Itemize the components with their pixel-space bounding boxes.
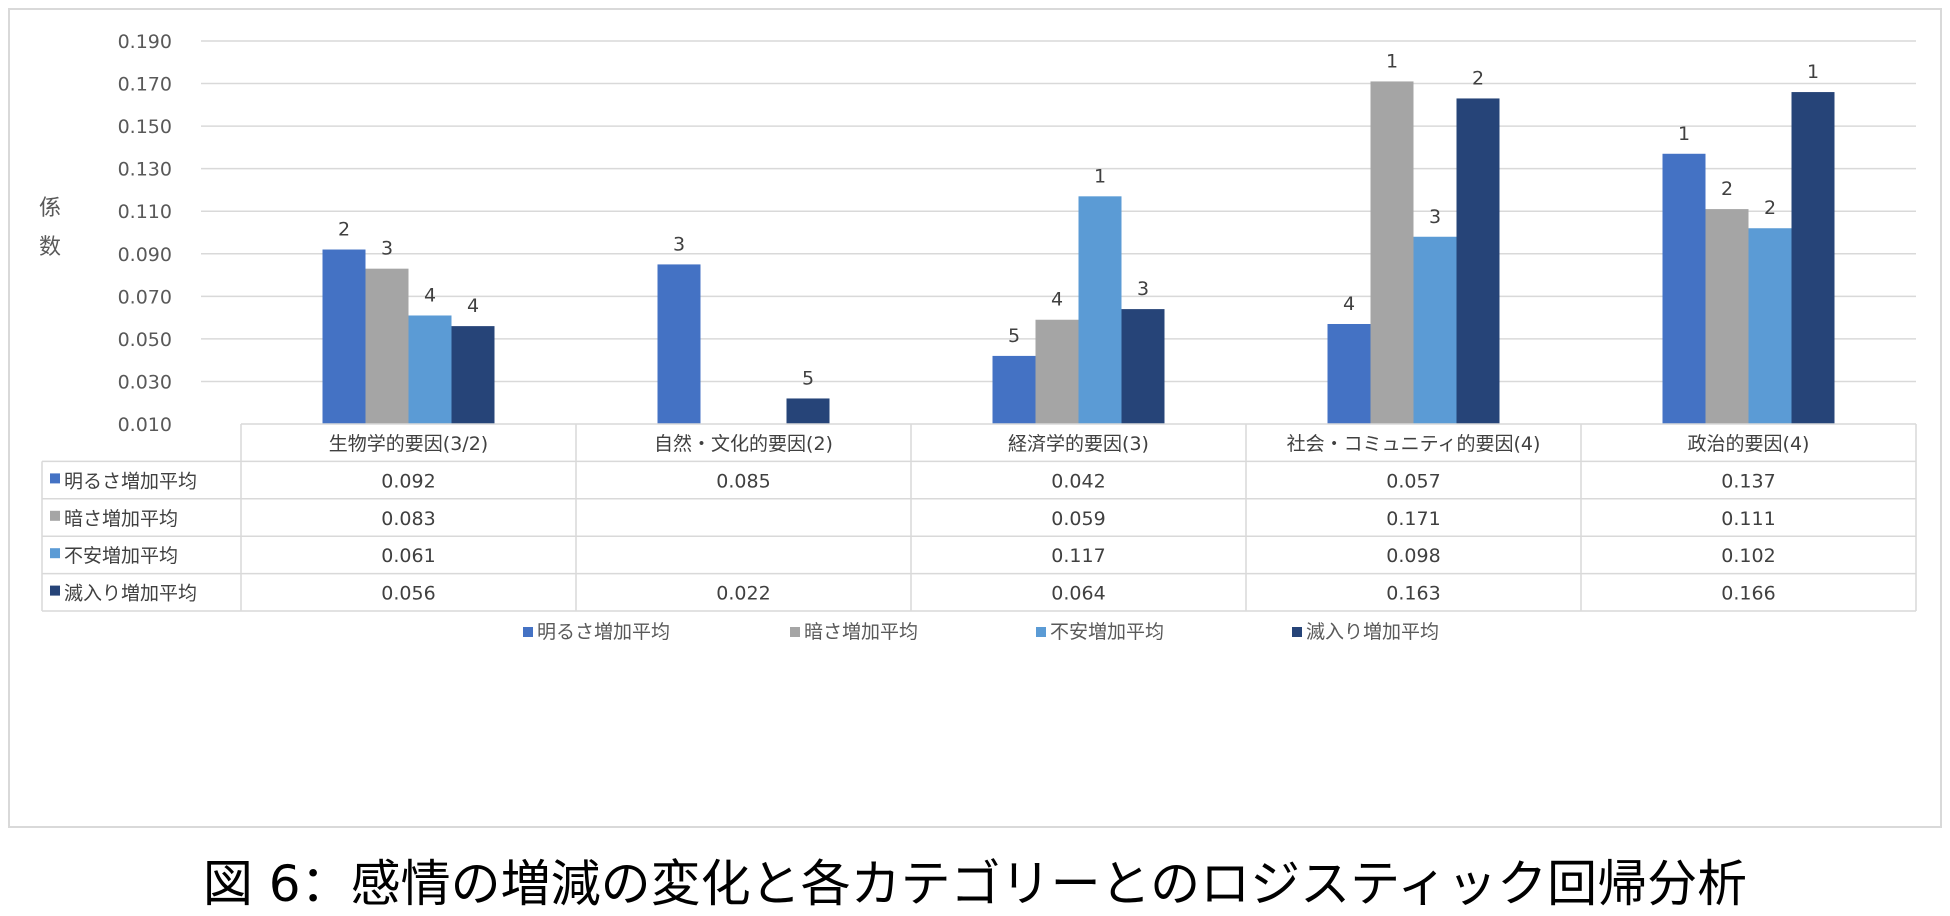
y-tick-label: 0.110 bbox=[118, 201, 172, 223]
legend-label: 滅入り増加平均 bbox=[1306, 621, 1439, 643]
row-series-label: 明るさ増加平均 bbox=[64, 470, 197, 492]
bar bbox=[1370, 81, 1414, 424]
bar bbox=[1413, 236, 1457, 424]
y-tick-label: 0.130 bbox=[118, 159, 172, 181]
bar-rank-label: 1 bbox=[1386, 50, 1398, 72]
table-cell-value: 0.137 bbox=[1721, 470, 1775, 492]
bar-rank-label: 4 bbox=[1051, 289, 1063, 311]
bar bbox=[1456, 98, 1500, 424]
bar-rank-label: 5 bbox=[1008, 325, 1020, 347]
row-legend-swatch bbox=[50, 510, 60, 521]
bar-rank-label: 1 bbox=[1094, 165, 1106, 187]
legend-label: 暗さ増加平均 bbox=[804, 621, 918, 643]
bar-rank-label: 2 bbox=[1721, 178, 1733, 200]
y-axis-label: 係 bbox=[39, 196, 61, 221]
bar bbox=[992, 355, 1036, 424]
bar bbox=[1327, 323, 1371, 424]
category-label: 自然・文化的要因(2) bbox=[654, 433, 833, 455]
bar-rank-label: 4 bbox=[424, 284, 436, 306]
y-tick-label: 0.030 bbox=[118, 371, 172, 393]
bar-rank-label: 3 bbox=[1137, 278, 1149, 300]
bar bbox=[1078, 196, 1122, 424]
bar-rank-label: 1 bbox=[1678, 123, 1690, 145]
y-tick-label: 0.070 bbox=[118, 286, 172, 308]
bar-rank-label: 3 bbox=[1429, 206, 1441, 228]
row-legend-swatch bbox=[50, 548, 60, 559]
table-cell-value: 0.098 bbox=[1386, 545, 1440, 567]
table-cell-value: 0.117 bbox=[1051, 545, 1105, 567]
row-series-label: 不安増加平均 bbox=[64, 545, 178, 567]
bar bbox=[1791, 92, 1835, 425]
bar bbox=[1035, 319, 1079, 424]
legend-label: 明るさ増加平均 bbox=[537, 621, 670, 643]
y-axis-label: 数 bbox=[39, 235, 61, 260]
legend-swatch bbox=[790, 627, 800, 637]
bar bbox=[322, 249, 366, 424]
table-cell-value: 0.064 bbox=[1051, 583, 1105, 605]
table-cell-value: 0.171 bbox=[1386, 508, 1440, 530]
category-label: 政治的要因(4) bbox=[1688, 433, 1810, 455]
row-legend-swatch bbox=[50, 473, 60, 484]
category-label: 社会・コミュニティ的要因(4) bbox=[1287, 433, 1541, 455]
bar-rank-label: 2 bbox=[1764, 197, 1776, 219]
legend-swatch bbox=[1292, 627, 1302, 637]
table-cell-value: 0.059 bbox=[1051, 508, 1105, 530]
y-tick-label: 0.010 bbox=[118, 414, 172, 436]
bar bbox=[451, 326, 495, 424]
table-cell-value: 0.163 bbox=[1386, 583, 1440, 605]
bar-rank-label: 2 bbox=[338, 219, 350, 241]
bar bbox=[408, 315, 452, 424]
bar bbox=[1748, 228, 1792, 424]
legend-swatch bbox=[523, 627, 533, 637]
y-tick-label: 0.050 bbox=[118, 329, 172, 351]
bar-rank-label: 5 bbox=[802, 367, 814, 389]
bar-rank-label: 1 bbox=[1807, 61, 1819, 83]
legend-swatch bbox=[1036, 627, 1046, 637]
bar bbox=[1121, 309, 1165, 424]
bar-rank-label: 4 bbox=[1343, 293, 1355, 315]
table-cell-value: 0.102 bbox=[1721, 545, 1775, 567]
bar bbox=[657, 264, 701, 424]
chart-svg: 0.010 0.030 0.050 0.070 0.090 0.110 0.130 0.150… bbox=[39, 31, 1917, 643]
bar-rank-label: 2 bbox=[1472, 67, 1484, 89]
table-cell-value: 0.111 bbox=[1721, 508, 1775, 530]
bar-rank-label: 3 bbox=[673, 233, 685, 255]
bar bbox=[786, 398, 830, 424]
figure-caption: 図 6：感情の増減の変化と各カテゴリーとのロジスティック回帰分析 bbox=[202, 855, 1748, 913]
table-cell-value: 0.083 bbox=[381, 508, 435, 530]
y-tick-label: 0.150 bbox=[118, 116, 172, 138]
bar-rank-label: 4 bbox=[467, 295, 479, 317]
y-tick-label: 0.170 bbox=[118, 74, 172, 96]
table-cell-value: 0.042 bbox=[1051, 470, 1105, 492]
bar-rank-label: 3 bbox=[381, 238, 393, 260]
table-cell-value: 0.057 bbox=[1386, 470, 1440, 492]
table-cell-value: 0.085 bbox=[716, 470, 770, 492]
legend-label: 不安増加平均 bbox=[1050, 621, 1164, 643]
table-cell-value: 0.061 bbox=[381, 545, 435, 567]
bar bbox=[365, 268, 409, 424]
bar bbox=[1705, 209, 1749, 424]
row-legend-swatch bbox=[50, 585, 60, 596]
category-label: 経済学的要因(3) bbox=[1008, 433, 1149, 455]
y-tick-label: 0.090 bbox=[118, 244, 172, 266]
table-cell-value: 0.056 bbox=[381, 583, 435, 605]
table-cell-value: 0.166 bbox=[1721, 583, 1775, 605]
row-series-label: 滅入り増加平均 bbox=[64, 583, 197, 605]
chart-frame: 0.010 0.030 0.050 0.070 0.090 0.110 0.130 0.150… bbox=[8, 8, 1942, 828]
table-cell-value: 0.022 bbox=[716, 583, 770, 605]
row-series-label: 暗さ増加平均 bbox=[64, 508, 178, 530]
table-cell-value: 0.092 bbox=[381, 470, 435, 492]
y-tick-label: 0.190 bbox=[118, 31, 172, 53]
category-label: 生物学的要因(3/2) bbox=[329, 433, 488, 455]
bar bbox=[1662, 153, 1706, 424]
